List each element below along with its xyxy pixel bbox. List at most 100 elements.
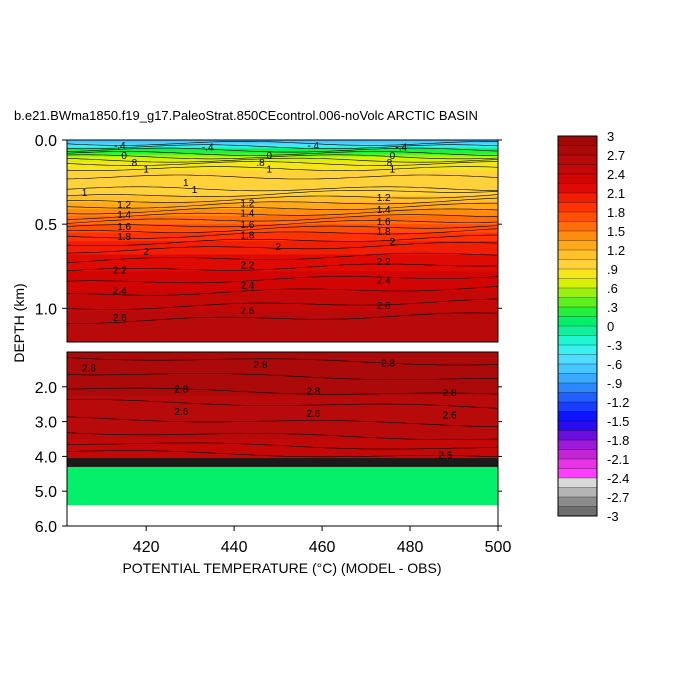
upper-contour-line (67, 154, 498, 160)
upper-ytick-label: 0.5 (35, 217, 57, 234)
upper-contour-label: 1.2 (377, 193, 391, 204)
upper-panel: -.4 -.4 -.4 -.40 0 0.8.8.81 1 111 11.2 1.2 1.21.4 1… (35, 133, 502, 343)
upper-contour-line (67, 147, 498, 153)
upper-contour-line (67, 214, 498, 224)
lower-contour-label: 2.8 (443, 388, 457, 399)
upper-band (67, 251, 498, 254)
lower-band (67, 444, 498, 447)
colorbar-tick-label: .9 (607, 262, 618, 277)
upper-contour-line (67, 144, 498, 150)
upper-band (67, 278, 498, 281)
upper-contour-label: 1.8 (377, 227, 391, 238)
upper-band (67, 284, 498, 288)
upper-band (67, 197, 498, 200)
upper-band (67, 291, 498, 294)
upper-band (67, 180, 498, 183)
upper-contour-label: 2.2 (377, 257, 391, 268)
lower-contour-line (67, 416, 498, 427)
x-tick-label: 500 (485, 539, 512, 556)
lower-band (67, 470, 498, 473)
upper-contour-label: 1.4 (240, 208, 254, 219)
colorbar-box (557, 382, 598, 393)
upper-contour-label: 1.8 (117, 232, 131, 243)
lower-band (67, 432, 498, 435)
lower-band (67, 426, 498, 430)
upper-band (67, 185, 498, 188)
colorbar-box (557, 135, 598, 146)
colorbar-box (557, 477, 598, 488)
upper-band (67, 183, 498, 187)
upper-band (67, 318, 498, 321)
upper-band (67, 252, 498, 256)
upper-band (67, 266, 498, 269)
lower-band (67, 505, 498, 508)
colorbar-box (557, 468, 598, 479)
lower-band (67, 376, 498, 379)
upper-band (67, 294, 498, 298)
lower-band (67, 494, 498, 498)
upper-contour-label: 2.6 (240, 306, 254, 317)
x-axis-label: POTENTIAL TEMPERATURE (°C) (MODEL - OBS) (122, 560, 441, 576)
upper-band (67, 264, 498, 267)
upper-band (67, 331, 498, 335)
upper-contour-label: 2.4 (240, 281, 254, 292)
lower-band (67, 440, 498, 444)
lower-contour-labels: 2.8 2.8 2.8 2.8 2.8 2.8 2.6 2.6 2.6 2.6 (82, 358, 457, 461)
upper-band (67, 289, 498, 293)
lower-ytick-label: 5.0 (35, 484, 57, 501)
lower-band (67, 484, 498, 487)
upper-band (67, 227, 498, 230)
upper-contour-label: 1 (183, 178, 189, 189)
upper-contour-label: 2 (275, 242, 281, 253)
upper-ytick-label: 0.0 (35, 133, 57, 150)
colorbar-tick-label: 1.8 (607, 205, 625, 220)
lower-band (67, 378, 498, 381)
upper-band (67, 249, 498, 252)
upper-band (67, 202, 498, 205)
upper-band (67, 304, 498, 308)
colorbar-tick-label: -2.1 (607, 452, 629, 467)
lower-band (67, 496, 498, 499)
upper-band (67, 215, 498, 219)
colorbar-box (557, 249, 598, 260)
upper-band (67, 145, 498, 148)
lower-band (67, 398, 498, 402)
upper-band (67, 242, 498, 245)
upper-contour-label: 2.6 (377, 301, 391, 312)
upper-band (67, 143, 498, 146)
upper-band (67, 274, 498, 277)
upper-band (67, 219, 498, 222)
lower-band (67, 449, 498, 452)
bottom-contour-band (67, 458, 498, 467)
upper-band (67, 335, 498, 338)
upper-contour-line (67, 151, 498, 156)
upper-contour-label: 1.2 (240, 198, 254, 209)
lower-band (67, 451, 498, 454)
upper-band (67, 298, 498, 301)
upper-band (67, 306, 498, 309)
upper-contour-labels: -.4 -.4 -.4 -.40 0 0.8.8.81 1 111 11.2 1.2 1.21.4 1… (82, 141, 408, 324)
lower-band (67, 475, 498, 478)
upper-contour-line (67, 298, 498, 310)
upper-panel-frame (66, 139, 499, 343)
x-tick-label: 420 (133, 539, 160, 556)
lower-contour-line (67, 398, 498, 409)
lower-band (67, 418, 498, 421)
upper-band (67, 220, 498, 224)
upper-band (67, 232, 498, 235)
upper-y-ticks: 0.0 0.5 1.0 (35, 133, 502, 318)
lower-band (67, 508, 498, 511)
lower-band (67, 390, 498, 393)
upper-band (67, 279, 498, 282)
lower-band (67, 491, 498, 494)
colorbar-tick-label: -.6 (607, 357, 622, 372)
upper-contour-label: -.4 (202, 143, 214, 154)
upper-contour-label: .8 (256, 158, 265, 169)
upper-band (67, 177, 498, 180)
upper-band (67, 340, 498, 342)
lower-band (67, 439, 498, 442)
colorbar-tick-label: 3 (607, 129, 614, 144)
upper-contour-label: 2.4 (377, 276, 391, 287)
upper-contour-label: 1.6 (240, 220, 254, 231)
